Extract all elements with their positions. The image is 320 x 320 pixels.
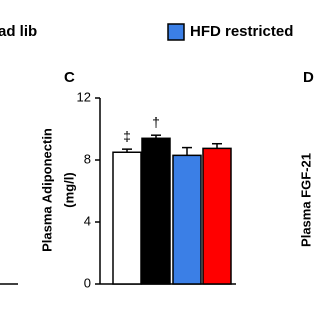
y-axis-label: (mg/l)	[61, 172, 76, 207]
bar	[202, 147, 232, 285]
significance-mark: †	[152, 114, 160, 130]
y-tick-label: 12	[77, 89, 91, 104]
bar	[141, 137, 171, 285]
y-tick-label: 4	[84, 213, 91, 228]
legend-label: HFD restricted	[190, 23, 293, 40]
significance-mark: ‡	[123, 128, 131, 144]
y-axis-label: Plasma Adiponectin	[39, 128, 54, 252]
bar	[172, 154, 202, 285]
y-tick-label: 0	[84, 275, 91, 290]
legend-swatch	[167, 23, 185, 41]
y-axis-label: Plasma FGF-21	[298, 153, 313, 247]
legend-label: ad lib	[0, 23, 37, 40]
panel-letter: D	[303, 69, 314, 86]
panel-letter: C	[64, 69, 75, 86]
y-tick-label: 8	[84, 151, 91, 166]
bar	[112, 151, 142, 285]
